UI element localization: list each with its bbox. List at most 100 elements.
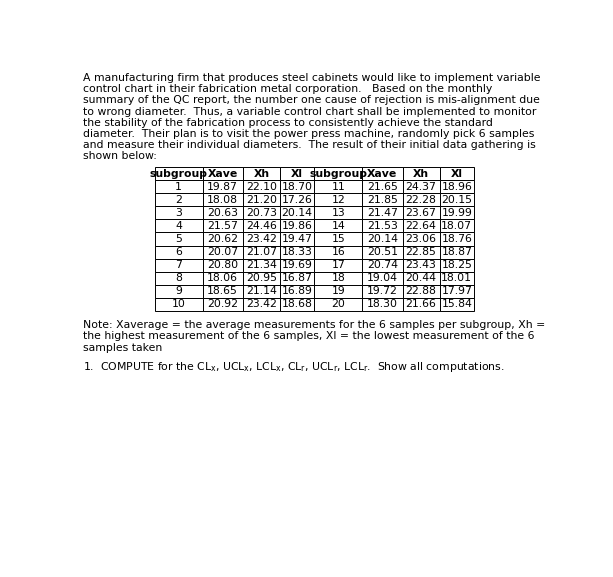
Bar — [154, 258, 202, 272]
Text: 21.34: 21.34 — [246, 260, 277, 270]
Bar — [202, 298, 243, 311]
Text: 1.  COMPUTE for the $\mathregular{CL_x}$, $\mathregular{UCL_x}$, $\mathregular{L: 1. COMPUTE for the $\mathregular{CL_x}$,… — [83, 360, 504, 374]
Bar — [403, 180, 440, 193]
Bar — [314, 167, 362, 180]
Bar — [154, 207, 202, 219]
Bar — [314, 180, 362, 193]
Text: 19.87: 19.87 — [207, 182, 238, 192]
Bar — [280, 298, 314, 311]
Bar — [440, 180, 474, 193]
Bar — [280, 180, 314, 193]
Bar — [314, 246, 362, 258]
Text: 16.87: 16.87 — [282, 273, 313, 283]
Bar — [362, 193, 403, 207]
Bar — [362, 298, 403, 311]
Bar — [403, 193, 440, 207]
Text: 19.69: 19.69 — [282, 260, 313, 270]
Bar — [440, 298, 474, 311]
Text: 19.72: 19.72 — [367, 286, 398, 297]
Bar — [154, 272, 202, 285]
Text: 19.04: 19.04 — [367, 273, 398, 283]
Bar — [362, 167, 403, 180]
Bar — [154, 298, 202, 311]
Bar — [314, 298, 362, 311]
Bar — [440, 167, 474, 180]
Bar — [243, 207, 280, 219]
Bar — [154, 285, 202, 298]
Text: 17.97: 17.97 — [441, 286, 472, 297]
Text: 21.07: 21.07 — [246, 247, 277, 257]
Bar — [243, 180, 280, 193]
Text: 23.42: 23.42 — [246, 299, 277, 309]
Bar — [362, 285, 403, 298]
Bar — [243, 233, 280, 246]
Bar — [280, 246, 314, 258]
Text: 19: 19 — [331, 286, 345, 297]
Bar — [243, 167, 280, 180]
Text: 21.20: 21.20 — [246, 195, 277, 205]
Bar — [314, 285, 362, 298]
Bar — [440, 258, 474, 272]
Bar — [243, 285, 280, 298]
Bar — [362, 246, 403, 258]
Text: the stability of the fabrication process to consistently achieve the standard: the stability of the fabrication process… — [83, 118, 493, 128]
Bar — [440, 193, 474, 207]
Text: 18.76: 18.76 — [441, 234, 472, 244]
Text: 21.85: 21.85 — [367, 195, 398, 205]
Text: 17.26: 17.26 — [282, 195, 313, 205]
Text: subgroup: subgroup — [309, 168, 367, 178]
Bar — [202, 219, 243, 233]
Text: 17: 17 — [331, 260, 345, 270]
Text: 20.73: 20.73 — [246, 208, 277, 218]
Text: 20.51: 20.51 — [367, 247, 398, 257]
Bar — [403, 233, 440, 246]
Text: 23.67: 23.67 — [406, 208, 436, 218]
Text: 9: 9 — [175, 286, 182, 297]
Bar — [440, 285, 474, 298]
Text: 22.85: 22.85 — [406, 247, 436, 257]
Bar — [154, 233, 202, 246]
Text: the highest measurement of the 6 samples, Xl = the lowest measurement of the 6: the highest measurement of the 6 samples… — [83, 331, 535, 342]
Bar — [280, 272, 314, 285]
Text: 11: 11 — [331, 182, 345, 192]
Text: 22.64: 22.64 — [406, 221, 436, 231]
Text: 20.95: 20.95 — [246, 273, 277, 283]
Bar — [403, 298, 440, 311]
Text: Xave: Xave — [208, 168, 238, 178]
Bar — [280, 233, 314, 246]
Text: 22.10: 22.10 — [246, 182, 277, 192]
Text: 3: 3 — [175, 208, 182, 218]
Text: 18.25: 18.25 — [441, 260, 472, 270]
Text: 20.62: 20.62 — [207, 234, 238, 244]
Bar — [154, 246, 202, 258]
Bar — [280, 193, 314, 207]
Text: 15.84: 15.84 — [441, 299, 472, 309]
Text: 23.42: 23.42 — [246, 234, 277, 244]
Bar — [403, 285, 440, 298]
Text: Xh: Xh — [413, 168, 429, 178]
Bar — [202, 285, 243, 298]
Text: diameter.  Their plan is to visit the power press machine, randomly pick 6 sampl: diameter. Their plan is to visit the pow… — [83, 129, 534, 139]
Text: 18.01: 18.01 — [441, 273, 472, 283]
Bar — [440, 219, 474, 233]
Text: 21.47: 21.47 — [367, 208, 398, 218]
Text: 4: 4 — [175, 221, 182, 231]
Text: 18.33: 18.33 — [282, 247, 313, 257]
Text: 22.28: 22.28 — [406, 195, 436, 205]
Text: Xl: Xl — [291, 168, 303, 178]
Bar — [154, 193, 202, 207]
Text: 20.15: 20.15 — [441, 195, 472, 205]
Text: and measure their individual diameters.  The result of their initial data gather: and measure their individual diameters. … — [83, 140, 536, 150]
Bar — [403, 272, 440, 285]
Bar — [202, 272, 243, 285]
Text: Xl: Xl — [451, 168, 463, 178]
Bar — [314, 193, 362, 207]
Text: 6: 6 — [175, 247, 182, 257]
Bar — [440, 246, 474, 258]
Bar — [362, 207, 403, 219]
Text: 20.14: 20.14 — [367, 234, 398, 244]
Bar — [280, 167, 314, 180]
Text: 21.57: 21.57 — [207, 221, 238, 231]
Text: shown below:: shown below: — [83, 151, 157, 161]
Bar — [243, 219, 280, 233]
